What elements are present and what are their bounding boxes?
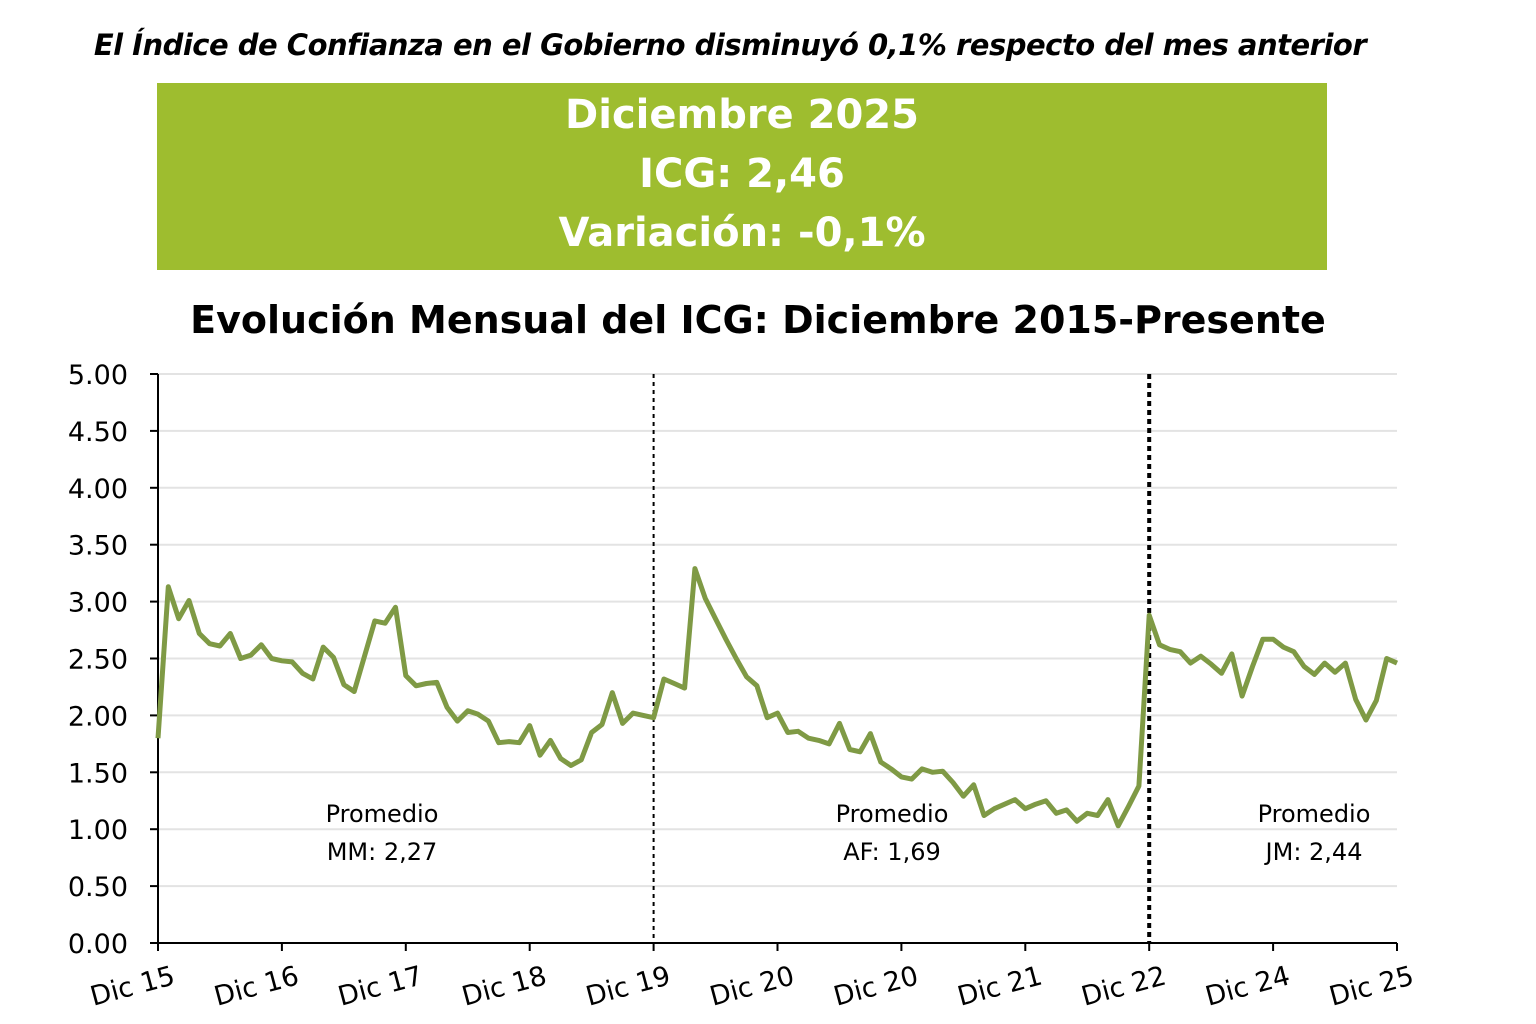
average-value: AF: 1,69 — [843, 838, 941, 866]
x-tick-label: Dic 20 — [707, 960, 798, 1012]
chart-title: Evolución Mensual del ICG: Diciembre 201… — [190, 298, 1326, 342]
x-tick-label: Dic 20 — [830, 960, 921, 1012]
y-tick-label: 5.00 — [68, 360, 128, 391]
summary-box: Diciembre 2025 ICG: 2,46 Variación: -0,1… — [157, 83, 1327, 270]
y-tick-label: 0.50 — [68, 872, 128, 903]
summary-variation: Variación: -0,1% — [558, 210, 926, 256]
y-tick-label: 2.00 — [68, 701, 128, 732]
y-tick-label: 3.00 — [68, 588, 128, 619]
icg-series-line — [155, 566, 1399, 829]
average-label: Promedio — [326, 800, 439, 828]
x-tick-label: Dic 21 — [954, 960, 1045, 1012]
y-tick-label: 3.50 — [68, 531, 128, 562]
average-value: JM: 2,44 — [1264, 838, 1363, 866]
x-tick-label: Dic 18 — [459, 960, 550, 1012]
y-tick-label: 4.50 — [68, 417, 128, 448]
y-tick-label: 2.50 — [68, 645, 128, 676]
summary-period: Diciembre 2025 — [565, 92, 919, 138]
summary-icg: ICG: 2,46 — [639, 151, 845, 197]
y-tick-label: 4.00 — [68, 474, 128, 505]
average-value: MM: 2,27 — [327, 838, 438, 866]
x-tick-label: Dic 19 — [583, 960, 674, 1012]
x-tick-label: Dic 15 — [87, 960, 178, 1012]
average-label: Promedio — [1258, 800, 1371, 828]
y-tick-label: 1.50 — [68, 758, 128, 789]
y-tick-label: 0.00 — [68, 929, 128, 960]
x-tick-label: Dic 24 — [1202, 960, 1293, 1012]
x-tick-label: Dic 17 — [335, 960, 426, 1012]
x-tick-label: Dic 25 — [1326, 960, 1417, 1012]
y-tick-label: 1.00 — [68, 815, 128, 846]
headline: El Índice de Confianza en el Gobierno di… — [93, 28, 1367, 62]
x-tick-label: Dic 16 — [211, 960, 302, 1012]
average-label: Promedio — [836, 800, 949, 828]
x-tick-label: Dic 22 — [1078, 960, 1169, 1012]
